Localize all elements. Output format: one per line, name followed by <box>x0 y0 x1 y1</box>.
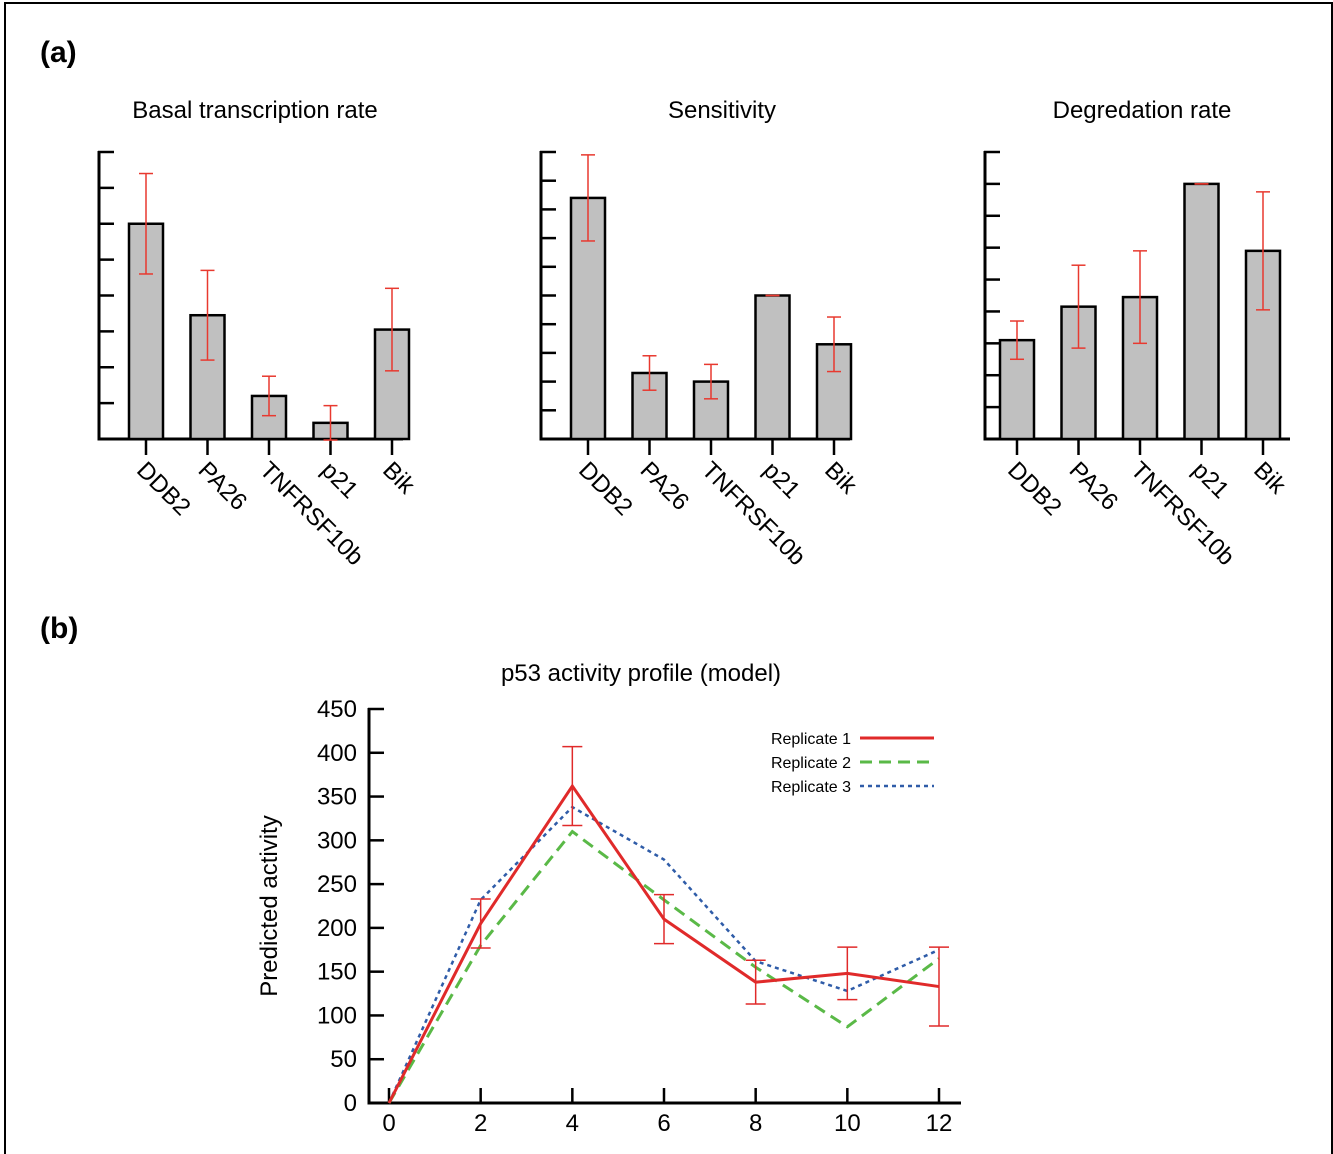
line-chart-y-tick-label-0: 0 <box>344 1090 357 1117</box>
line-chart-y-tick-label-3: 150 <box>317 959 357 986</box>
chart-1-title: Basal transcription rate <box>132 97 377 124</box>
line-chart-x-tick-label-2: 4 <box>566 1110 579 1137</box>
line-chart-x-tick-label-0: 0 <box>382 1110 395 1137</box>
panel-label-b: (b) <box>40 612 79 645</box>
line-chart-x-tick-label-3: 6 <box>657 1110 670 1137</box>
line-chart-y-tick-label-4: 200 <box>317 915 357 942</box>
line-chart-y-tick-label-2: 100 <box>317 1002 357 1029</box>
chart-2-x-label-0: DDB2 <box>573 457 637 521</box>
legend-label-replicate-1: Replicate 1 <box>771 731 851 748</box>
series-line-replicate-3 <box>387 805 940 1104</box>
line-chart-y-tick-label-1: 50 <box>330 1046 357 1073</box>
chart-2-x-label-4: Bik <box>819 457 862 500</box>
line-chart-x-tick-label-6: 12 <box>926 1110 953 1137</box>
chart-2-x-label-3: p21 <box>758 457 805 504</box>
line-chart-y-tick-label-9: 450 <box>317 696 357 723</box>
chart-3-x-label-3: p21 <box>1187 457 1234 504</box>
line-chart-y-tick-label-7: 350 <box>317 784 357 811</box>
line-chart-y-label: Predicted activity <box>256 815 283 996</box>
chart-1-x-label-3: p21 <box>316 457 363 504</box>
chart-2-title: Sensitivity <box>668 97 776 124</box>
line-chart-y-tick-label-6: 300 <box>317 827 357 854</box>
chart-2-x-label-1: PA26 <box>635 457 694 516</box>
chart-3-title: Degredation rate <box>1053 97 1232 124</box>
chart-3-x-label-4: Bik <box>1248 457 1291 500</box>
line-chart-x-tick-label-4: 8 <box>749 1110 762 1137</box>
line-chart-x-tick-label-1: 2 <box>474 1110 487 1137</box>
figure-frame <box>4 2 1333 1154</box>
panel-label-a: (a) <box>40 36 77 69</box>
series-line-replicate-1 <box>387 783 940 1104</box>
legend-label-replicate-3: Replicate 3 <box>771 779 851 796</box>
line-chart-title: p53 activity profile (model) <box>501 660 781 687</box>
chart-1-x-label-4: Bik <box>377 457 420 500</box>
chart-2-bar-3 <box>754 294 791 441</box>
line-chart-x-tick-label-5: 10 <box>834 1110 861 1137</box>
chart-1-x-label-1: PA26 <box>193 457 252 516</box>
legend-label-replicate-2: Replicate 2 <box>771 755 851 772</box>
line-chart-y-tick-label-5: 250 <box>317 871 357 898</box>
line-chart-y-tick-label-8: 400 <box>317 740 357 767</box>
chart-3-x-label-1: PA26 <box>1064 457 1123 516</box>
chart-1-x-label-0: DDB2 <box>131 457 195 521</box>
chart-3-x-label-0: DDB2 <box>1002 457 1066 521</box>
series-line-replicate-2 <box>387 829 940 1104</box>
chart-3-bar-3 <box>1183 182 1220 441</box>
